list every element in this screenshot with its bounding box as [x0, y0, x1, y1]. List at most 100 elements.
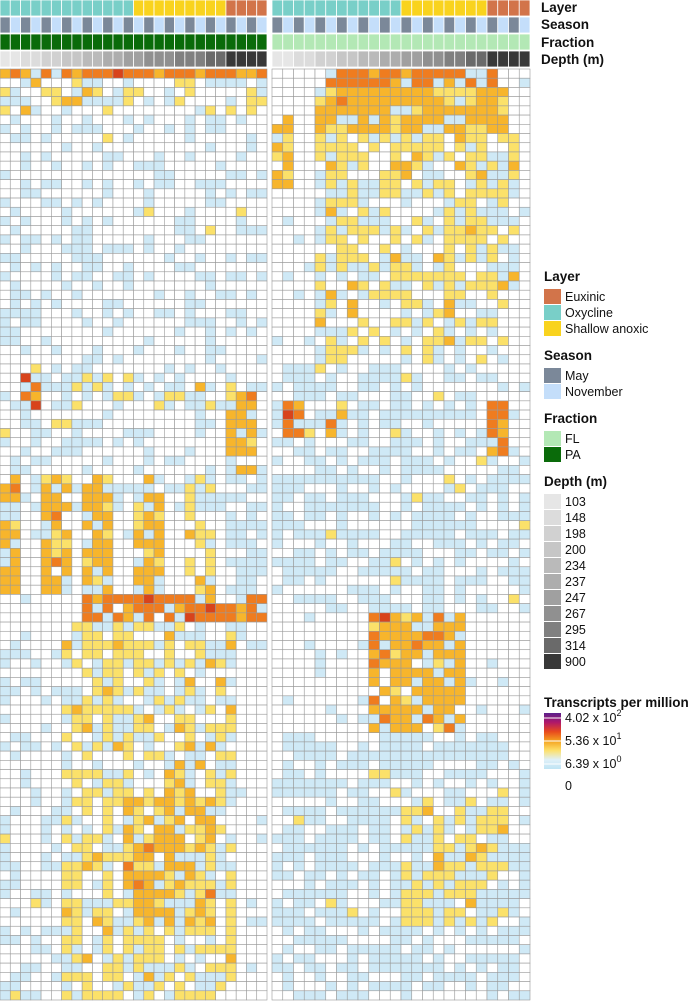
heatmap-cell	[508, 77, 520, 88]
heatmap-cell	[303, 833, 316, 844]
heatmap-cell	[422, 529, 434, 540]
heatmap-cell	[235, 594, 247, 604]
heatmap-cell	[184, 455, 196, 466]
heatmap-cell	[357, 750, 370, 761]
heatmap-cell	[61, 621, 73, 632]
heatmap-cell	[422, 68, 434, 79]
heatmap-cell	[71, 630, 83, 641]
heatmap-cell	[443, 861, 456, 872]
heatmap-cell	[174, 262, 186, 273]
heatmap-cell	[153, 972, 165, 982]
heatmap-cell	[184, 151, 196, 162]
heatmap-cell	[246, 787, 258, 798]
heatmap-cell	[92, 824, 103, 835]
heatmap-cell	[0, 400, 11, 411]
heatmap-cell	[411, 649, 423, 660]
heatmap-cell	[336, 418, 348, 429]
heatmap-cell	[486, 852, 499, 863]
heatmap-cell	[282, 630, 294, 641]
heatmap-cell	[400, 179, 413, 190]
heatmap-cell	[30, 114, 42, 125]
heatmap-cell	[122, 815, 134, 826]
heatmap-cell	[336, 105, 348, 116]
heatmap-cell	[61, 133, 73, 144]
heatmap-cell	[92, 594, 103, 604]
heatmap-cell	[225, 391, 237, 402]
heatmap-cell	[422, 594, 434, 604]
heatmap-cell	[357, 142, 370, 153]
heatmap-cell	[400, 492, 413, 503]
heatmap-cell	[314, 271, 327, 282]
heatmap-cell	[443, 124, 456, 134]
heatmap-cell	[400, 299, 413, 309]
heatmap-cell	[71, 225, 83, 236]
heatmap-cell	[205, 732, 216, 743]
heatmap-cell	[325, 732, 337, 743]
heatmap-cell	[102, 879, 114, 890]
heatmap-cell	[153, 695, 165, 706]
heatmap-cell	[133, 686, 145, 697]
heatmap-cell	[30, 197, 42, 208]
heatmap-cell	[465, 566, 477, 577]
heatmap-cell	[443, 289, 456, 300]
heatmap-cell	[379, 77, 391, 88]
heatmap-cell	[256, 345, 268, 356]
heatmap-cell	[122, 96, 134, 107]
heatmap-cell	[454, 842, 466, 853]
heatmap-cell	[293, 769, 305, 780]
heatmap-cell	[122, 870, 134, 881]
heatmap-cell	[164, 234, 175, 245]
heatmap-cell	[443, 179, 456, 190]
heatmap-cell	[153, 105, 165, 116]
heatmap-cell	[40, 889, 52, 899]
heatmap-cell	[508, 234, 520, 245]
heatmap-cell	[40, 861, 52, 872]
heatmap-cell	[133, 713, 145, 724]
heatmap-cell	[282, 677, 294, 687]
heatmap-cell	[422, 160, 434, 171]
heatmap-cell	[81, 787, 93, 798]
heatmap-cell	[40, 640, 52, 651]
heatmap-cell	[112, 916, 124, 927]
heatmap-cell	[102, 649, 114, 660]
heatmap-cell	[346, 520, 359, 531]
heatmap-cell	[508, 271, 520, 282]
heatmap-cell	[303, 133, 316, 144]
heatmap-cell	[443, 852, 456, 863]
heatmap-cell	[235, 483, 247, 494]
heatmap-cell	[465, 732, 477, 743]
heatmap-cell	[346, 142, 359, 153]
heatmap-cell	[0, 271, 11, 282]
heatmap-cell	[303, 345, 316, 356]
heatmap-cell	[357, 649, 370, 660]
heatmap-cell	[164, 455, 175, 466]
heatmap-cell	[51, 409, 62, 420]
heatmap-cell	[81, 206, 93, 217]
heatmap-cell	[153, 197, 165, 208]
heatmap-cell	[246, 538, 258, 549]
heatmap-cell	[497, 630, 509, 641]
heatmap-cell	[153, 483, 165, 494]
heatmap-cell	[153, 916, 165, 927]
heatmap-cell	[271, 391, 284, 402]
annotation-cell-layer	[497, 0, 509, 17]
heatmap-cell	[314, 713, 327, 724]
heatmap-cell	[112, 446, 124, 457]
heatmap-cell	[235, 953, 247, 964]
heatmap-cell	[30, 465, 42, 475]
heatmap-cell	[475, 492, 488, 503]
heatmap-cell	[9, 658, 21, 669]
heatmap-cell	[432, 409, 445, 420]
heatmap-cell	[465, 621, 477, 632]
heatmap-cell	[0, 197, 11, 208]
heatmap-cell	[346, 511, 359, 521]
heatmap-cell	[81, 769, 93, 780]
heatmap-cell	[497, 243, 509, 254]
heatmap-cell	[112, 455, 124, 466]
heatmap-cell	[20, 953, 32, 964]
heatmap-cell	[205, 68, 216, 79]
heatmap-cell	[30, 170, 42, 180]
annotation-cell-season	[518, 16, 531, 34]
heatmap-cell	[282, 824, 294, 835]
heatmap-cell	[454, 630, 466, 641]
